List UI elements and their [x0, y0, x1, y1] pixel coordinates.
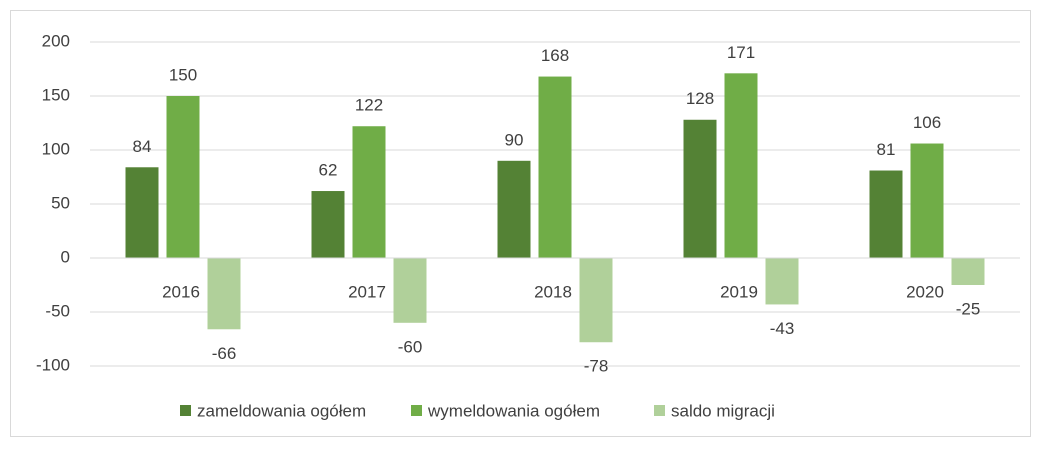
data-label: -66: [212, 344, 237, 363]
legend-label: wymeldowania ogółem: [427, 401, 600, 420]
bar: [352, 126, 386, 259]
y-tick-label: 200: [42, 31, 70, 50]
data-label: 128: [686, 89, 714, 108]
bar: [683, 119, 717, 258]
bar: [166, 96, 200, 258]
data-label: 150: [169, 65, 197, 84]
data-label: 171: [727, 43, 755, 62]
data-label: 62: [319, 161, 338, 180]
bar: [724, 73, 758, 258]
data-label: 84: [133, 137, 152, 156]
data-label: 168: [541, 46, 569, 65]
data-label: 106: [913, 113, 941, 132]
bar: [125, 167, 159, 258]
bar: [393, 258, 427, 323]
x-tick-label: 2017: [348, 282, 386, 301]
x-tick-label: 2016: [162, 282, 200, 301]
y-tick-label: -100: [36, 355, 70, 374]
data-label: 122: [355, 96, 383, 115]
x-tick-label: 2019: [720, 282, 758, 301]
legend-swatch: [180, 405, 191, 416]
data-label: -25: [956, 299, 981, 318]
data-label: -43: [770, 319, 795, 338]
legend-swatch: [654, 405, 665, 416]
bar: [869, 170, 903, 258]
legend-label: zameldowania ogółem: [197, 401, 366, 420]
bar: [497, 160, 531, 258]
y-tick-label: -50: [45, 301, 70, 320]
data-label: 81: [877, 140, 896, 159]
y-tick-label: 50: [51, 193, 70, 212]
legend-label: saldo migracji: [671, 401, 775, 420]
legend-swatch: [411, 405, 422, 416]
y-tick-label: 0: [61, 247, 70, 266]
bar: [311, 191, 345, 258]
x-tick-label: 2020: [906, 282, 944, 301]
data-label: -60: [398, 337, 423, 356]
bar: [765, 258, 799, 305]
data-label: 90: [505, 130, 524, 149]
y-tick-label: 150: [42, 85, 70, 104]
y-tick-label: 100: [42, 139, 70, 158]
x-tick-label: 2018: [534, 282, 572, 301]
bar: [579, 258, 613, 343]
data-label: -78: [584, 357, 609, 376]
bar: [207, 258, 241, 330]
bar: [538, 76, 572, 258]
bar: [910, 143, 944, 258]
bar: [951, 258, 985, 285]
